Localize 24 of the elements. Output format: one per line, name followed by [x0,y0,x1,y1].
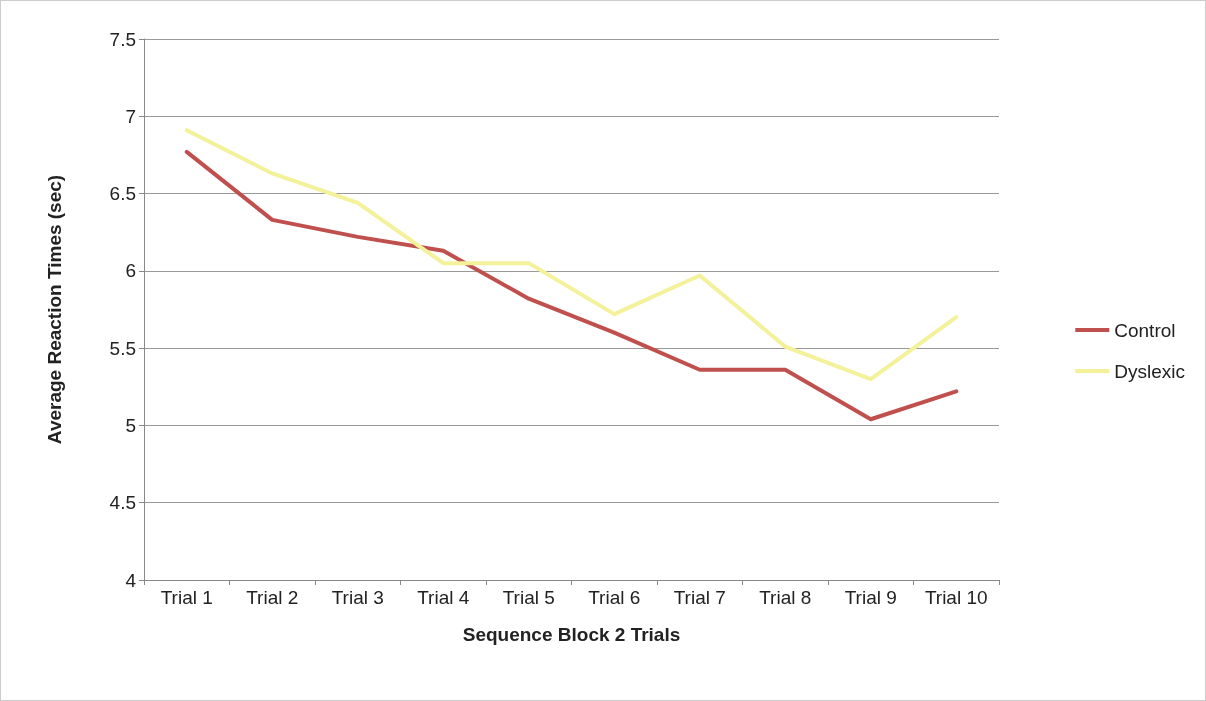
y-tick-label: 4.5 [109,492,136,514]
x-tick-label: Trial 6 [588,587,641,608]
y-tick-label: 7 [125,105,136,127]
y-tick-label: 5 [125,414,136,436]
x-tick-label: Trial 3 [331,587,384,608]
x-axis-title: Sequence Block 2 Trials [462,624,681,645]
x-tick-label: Trial 10 [924,587,988,608]
y-tick-label: 6.5 [109,183,136,205]
line-series [184,149,959,422]
x-tick-label: Trial 7 [673,587,726,608]
y-tick-label: 6 [125,260,136,282]
x-tick-label: Trial 1 [160,587,213,608]
line-series [184,128,959,382]
x-tick-label: Trial 4 [417,587,470,608]
legend-label: Control [1114,319,1176,341]
legend-label: Dyslexic [1114,360,1185,382]
x-tick-label: Trial 8 [759,587,812,608]
x-tick-label: Trial 5 [502,587,555,608]
x-tick-label: Trial 2 [246,587,299,608]
y-tick-label: 5.5 [109,337,136,359]
x-tick-label: Trial 9 [844,587,897,608]
y-tick-label: 4 [125,569,137,591]
y-tick-label: 7.5 [109,28,136,50]
y-axis-title: Average Reaction Times (sec) [44,174,65,445]
